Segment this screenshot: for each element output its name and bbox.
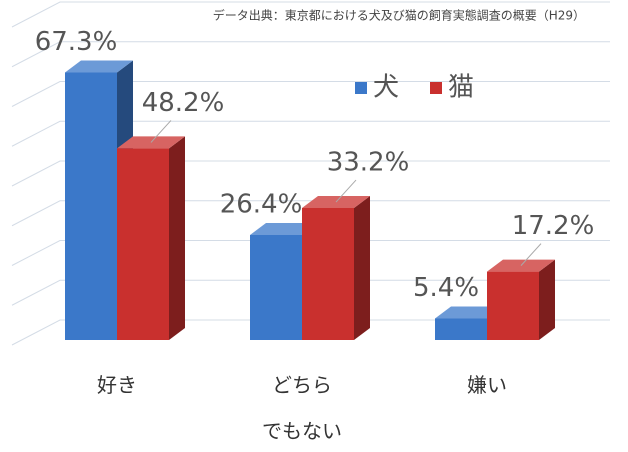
leader-line [335, 179, 357, 203]
data-label: 48.2% [142, 88, 225, 118]
bar-top [435, 306, 503, 319]
grid-line [11, 160, 610, 187]
grid-line [11, 120, 610, 147]
grid-line [11, 279, 610, 306]
data-label: 33.2% [327, 148, 410, 178]
bar [117, 136, 185, 340]
bar-side [539, 259, 555, 340]
bar-top [250, 223, 318, 236]
bar-front [65, 72, 117, 341]
bar-front [302, 208, 354, 340]
bar-front [250, 235, 302, 340]
bar-front [117, 148, 169, 340]
grid-line [11, 240, 610, 266]
grid-line [11, 41, 610, 68]
grid-line [11, 1, 610, 28]
grid-line [11, 319, 610, 346]
x-tick-label: どちら でもない [262, 373, 342, 443]
legend-label: 猫 [448, 73, 474, 103]
data-label: 17.2% [512, 211, 595, 241]
bar-front [487, 271, 539, 340]
grid-line [11, 200, 610, 227]
leader-line [150, 120, 172, 143]
data-label: 26.4% [220, 190, 303, 220]
legend-swatch [430, 82, 442, 94]
legend-swatch [355, 82, 367, 94]
data-label: 5.4% [413, 273, 479, 303]
bar-front [435, 318, 487, 340]
leader-line [520, 243, 542, 266]
bar-side [169, 136, 185, 340]
chart-subtitle: データ出典：東京都における犬及び猫の飼育実態調査の概要（H29） [213, 8, 585, 23]
x-tick-label: 好き [97, 373, 137, 397]
bar [487, 259, 555, 340]
bar-top [65, 60, 133, 73]
x-tick-label: 嫌い [467, 373, 507, 397]
bar [302, 196, 370, 340]
data-label: 67.3% [35, 27, 118, 57]
legend-label: 犬 [373, 73, 399, 103]
bar [65, 60, 133, 341]
grid-line [11, 81, 610, 107]
bar-side [354, 196, 370, 340]
